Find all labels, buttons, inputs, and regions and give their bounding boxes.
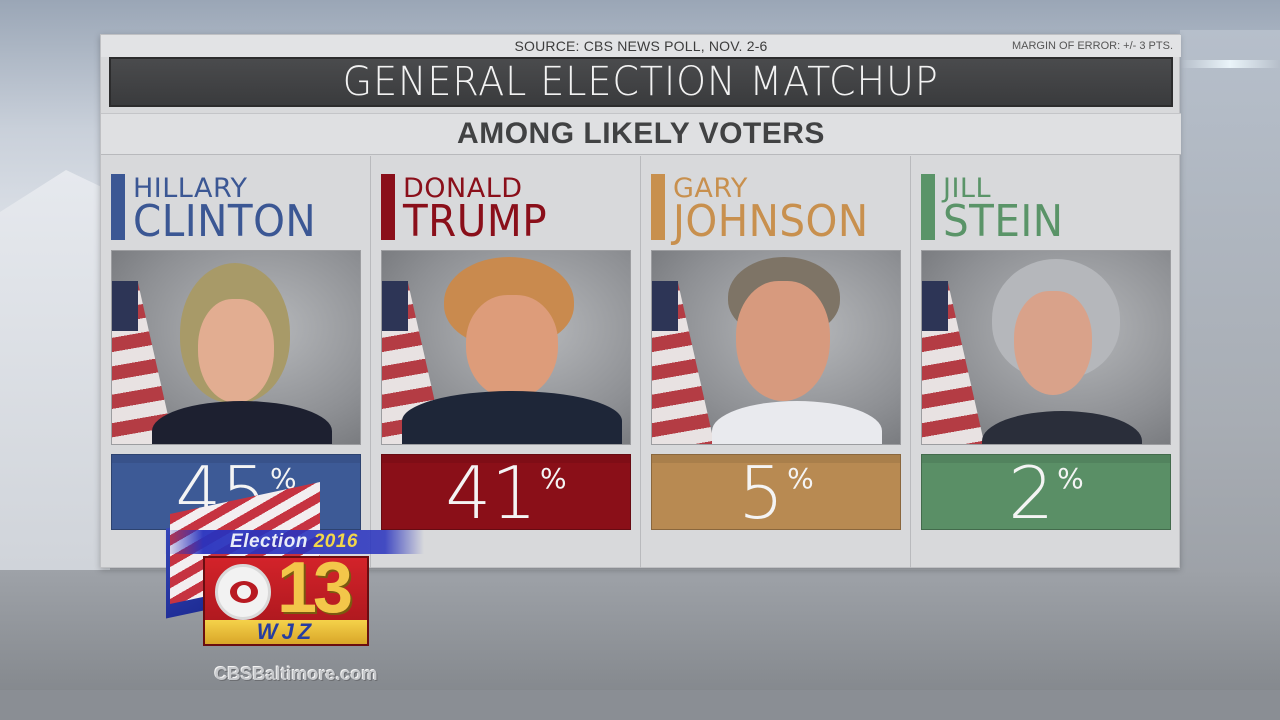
candidate-name: GARY JOHNSON <box>651 173 886 247</box>
last-name: TRUMP <box>403 196 548 247</box>
candidate-photo <box>381 250 631 445</box>
candidate-photo <box>111 250 361 445</box>
last-name: JOHNSON <box>673 196 869 247</box>
percent-bar: 2 % <box>921 451 1171 535</box>
party-color-bar <box>651 174 665 240</box>
flag-canton <box>382 281 408 331</box>
flag-canton <box>922 281 948 331</box>
party-color-bar <box>111 174 125 240</box>
clothing <box>712 401 882 444</box>
percent-sign: % <box>540 462 567 495</box>
poll-source: SOURCE: CBS NEWS POLL, NOV. 2-6 <box>514 38 768 54</box>
first-name: DONALD <box>403 173 523 204</box>
title-bar: GENERAL ELECTION MATCHUP <box>109 57 1173 107</box>
cbs-eye-pupil <box>237 585 251 599</box>
candidate-photo <box>651 250 901 445</box>
candidate-column-trump: DONALD TRUMP 41 % <box>371 156 641 568</box>
candidate-name: DONALD TRUMP <box>381 173 560 247</box>
clothing <box>402 391 622 444</box>
studio-floor-stripe <box>0 690 1280 720</box>
margin-of-error: MARGIN OF ERROR: +/- 3 PTS. <box>1011 40 1173 52</box>
candidate-photo <box>921 250 1171 445</box>
election-year: 2016 <box>313 531 358 552</box>
studio-background-wall <box>0 170 110 590</box>
percent-value: 2 <box>1008 451 1055 535</box>
face <box>1014 291 1092 395</box>
channel-number: 13 <box>277 548 353 628</box>
source-row: SOURCE: CBS NEWS POLL, NOV. 2-6 MARGIN O… <box>101 35 1181 57</box>
clothing <box>982 411 1142 444</box>
first-name: JILL <box>943 173 992 204</box>
percent-value: 5 <box>738 451 785 535</box>
percent-bar: 5 % <box>651 451 901 535</box>
station-logo: Election 2016 13 WJZ CBSBaltimore.com <box>160 482 424 690</box>
clothing <box>152 401 332 444</box>
face <box>198 299 274 403</box>
station-callsign: WJZ <box>205 620 367 644</box>
candidate-column-stein: JILL STEIN 2 % <box>911 156 1181 568</box>
first-name: HILLARY <box>133 173 248 204</box>
cbs-eye-icon <box>215 564 271 620</box>
flag-canton <box>112 281 138 331</box>
election-2016-banner: Election 2016 <box>164 530 424 554</box>
candidate-column-johnson: GARY JOHNSON 5 % <box>641 156 911 568</box>
election-word: Election <box>230 531 308 552</box>
candidate-name: JILL STEIN <box>921 173 1074 247</box>
subtitle-row: AMONG LIKELY VOTERS <box>101 113 1181 155</box>
wjz-logo-box: 13 WJZ <box>203 552 369 646</box>
flag-canton <box>652 281 678 331</box>
percent-bar: 41 % <box>381 451 631 535</box>
poll-board: SOURCE: CBS NEWS POLL, NOV. 2-6 MARGIN O… <box>100 34 1181 568</box>
party-color-bar <box>381 174 395 240</box>
party-color-bar <box>921 174 935 240</box>
face <box>466 295 558 399</box>
face <box>736 281 830 401</box>
first-name: GARY <box>673 173 748 204</box>
percent-value: 41 <box>445 451 537 535</box>
last-name: STEIN <box>943 196 1064 247</box>
candidate-name: HILLARY CLINTON <box>111 173 332 247</box>
last-name: CLINTON <box>133 196 317 247</box>
graphic-title: GENERAL ELECTION MATCHUP <box>342 59 940 105</box>
percent-sign: % <box>787 462 814 495</box>
background-light-streak <box>1180 60 1280 68</box>
station-website: CBSBaltimore.com <box>214 664 378 684</box>
graphic-subtitle: AMONG LIKELY VOTERS <box>457 117 825 150</box>
percent-sign: % <box>1057 462 1084 495</box>
